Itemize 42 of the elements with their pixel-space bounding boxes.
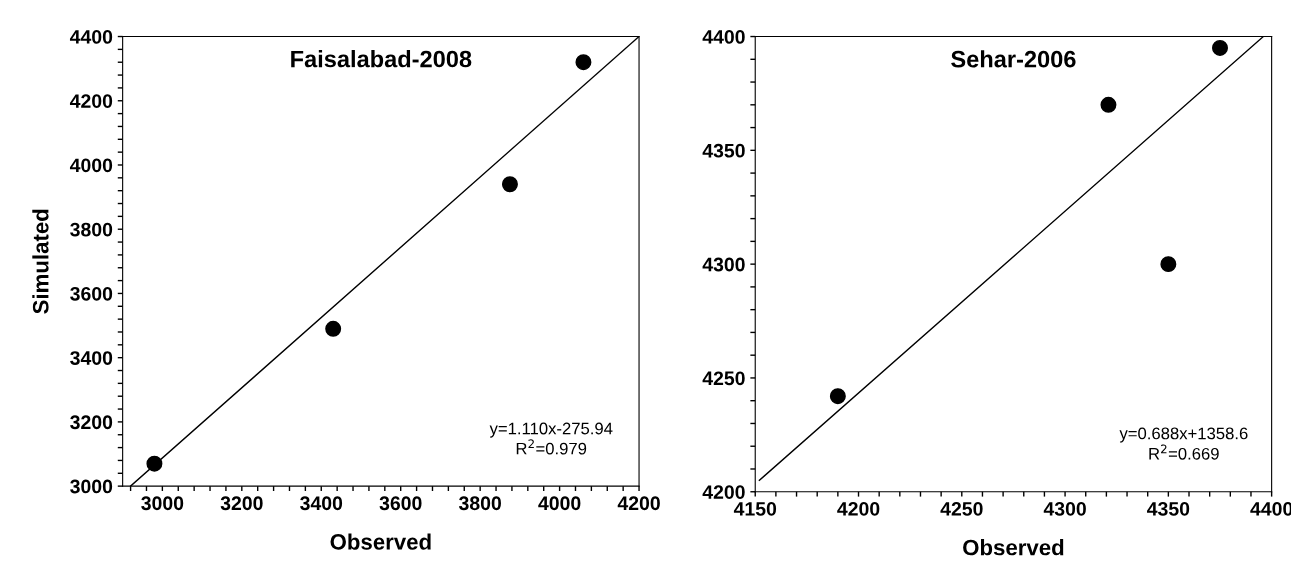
x-tick-label: 4200 [837, 501, 880, 516]
annotation: y=0.688x+1358.6 [1119, 427, 1248, 443]
x-tick-label: 4350 [1147, 501, 1190, 516]
y-tick-label: 4250 [702, 371, 745, 386]
y-tick-label: 4200 [69, 94, 113, 108]
y-tick-label: 4000 [69, 158, 113, 173]
x-tick-label: 3800 [458, 496, 501, 511]
point [575, 54, 592, 71]
x-tick-label: 3600 [379, 496, 422, 511]
y-tick-label: 4200 [702, 485, 745, 499]
x-tick-label: 4250 [940, 501, 983, 516]
y-tick-label: 4400 [702, 30, 745, 44]
x-tick-label: 3200 [220, 496, 263, 511]
annotation: R$^{2}$=0.979 [516, 439, 587, 455]
y-tick-label: 3000 [70, 479, 113, 494]
y-tick-label: 3800 [70, 222, 113, 237]
annotation: y=1.110x-275.94 [489, 422, 613, 438]
point [325, 320, 342, 337]
point [146, 455, 163, 472]
y-axis-title: Simulated [32, 209, 49, 314]
chart-title: Faisalabad-2008 [291, 50, 472, 68]
point [1160, 256, 1177, 273]
x-axis-title: Observed [330, 533, 431, 550]
point [1100, 96, 1117, 113]
y-tick-label: 4350 [702, 143, 745, 158]
point [1212, 39, 1228, 56]
y-tick-label: 4400 [69, 30, 113, 44]
chart-title: Sehar-2006 [951, 50, 1076, 68]
y-tick-label: 4300 [702, 257, 745, 272]
y-tick-label: 3200 [70, 415, 113, 430]
point [829, 388, 846, 405]
x-tick-label: 4300 [1043, 501, 1086, 516]
x-tick-label: 3000 [141, 496, 184, 511]
x-tick-label: 3400 [300, 496, 343, 511]
y-tick-label: 3600 [70, 286, 113, 301]
y-tick-label: 3400 [70, 351, 113, 365]
x-tick-label: 4200 [617, 496, 660, 511]
x-axis-title: Observed [963, 539, 1064, 556]
point [501, 176, 518, 193]
x-tick-label: 4150 [733, 501, 777, 516]
x-tick-label: 4000 [538, 496, 581, 511]
annotation: R$^{2}$=0.669 [1149, 444, 1219, 460]
